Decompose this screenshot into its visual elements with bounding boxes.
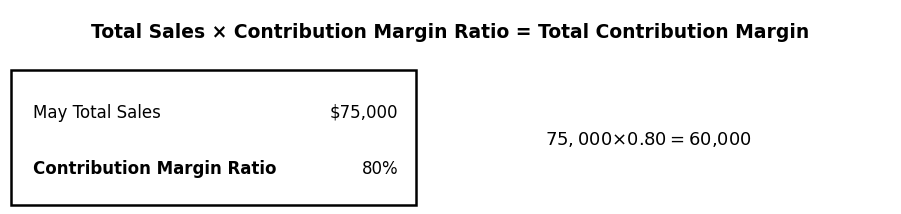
Text: Contribution Margin Ratio: Contribution Margin Ratio <box>33 160 277 178</box>
FancyBboxPatch shape <box>11 70 416 205</box>
Text: $75,000: $75,000 <box>330 104 398 122</box>
Text: $75,000 × 0.80 = $60,000: $75,000 × 0.80 = $60,000 <box>545 130 752 149</box>
Text: 80%: 80% <box>361 160 398 178</box>
Text: Total Sales × Contribution Margin Ratio = Total Contribution Margin: Total Sales × Contribution Margin Ratio … <box>91 23 810 42</box>
Text: May Total Sales: May Total Sales <box>33 104 161 122</box>
